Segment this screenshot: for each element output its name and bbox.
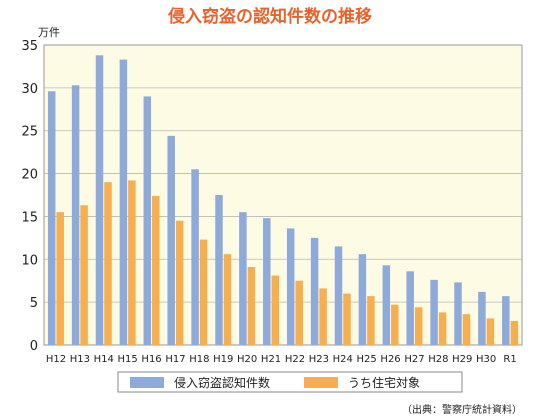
bar-residential: [319, 288, 327, 345]
bar-residential: [462, 314, 471, 345]
bar-residential: [199, 239, 208, 345]
bar-residential: [56, 212, 64, 345]
bar-reports: [119, 59, 128, 345]
bar-reports: [47, 91, 56, 346]
bar-residential: [247, 267, 256, 345]
bar-residential: [438, 312, 447, 345]
x-tick-labels: H12 H13 H14 H15 H16 H17 H18 H19 H20 H21 H22 H23 H24 H…: [46, 354, 517, 365]
bar-reports: [382, 265, 391, 345]
y-tick-labels: 0 5 10 15 20 25 30 35: [21, 39, 38, 354]
bar-reports: [358, 254, 367, 345]
bar-residential: [486, 318, 495, 345]
x-tick-label: H19: [213, 354, 233, 365]
bar-reports: [215, 195, 223, 345]
x-tick-label: H17: [165, 354, 185, 365]
bar-reports: [310, 237, 319, 345]
x-tick-label: H27: [404, 354, 424, 365]
bar-residential: [295, 280, 303, 345]
x-tick-label: H22: [285, 354, 305, 365]
x-tick-label: H13: [70, 354, 90, 365]
y-tick-label: 0: [30, 339, 38, 354]
y-tick-label: 10: [21, 253, 38, 268]
legend-swatch-reports: [130, 377, 164, 388]
x-tick-label: H14: [94, 354, 114, 365]
bar-reports: [143, 96, 152, 345]
x-tick-label: H16: [141, 354, 161, 365]
x-tick-label: H18: [189, 354, 209, 365]
bars: [47, 55, 519, 346]
x-tick-label: H24: [333, 354, 353, 365]
bar-residential: [271, 275, 280, 345]
bar-reports: [71, 85, 80, 346]
bar-residential: [391, 304, 399, 345]
bar-residential: [510, 321, 519, 345]
bar-reports: [263, 218, 271, 345]
plot-area: [43, 44, 523, 346]
bar-residential: [80, 205, 88, 345]
y-tick-label: 25: [21, 125, 38, 140]
bar-reports: [478, 291, 486, 345]
bar-residential: [175, 220, 184, 345]
bar-reports: [286, 228, 295, 345]
x-tick-label: H28: [428, 354, 448, 365]
x-tick-label: H25: [357, 354, 377, 365]
bar-residential: [128, 180, 136, 345]
bar-residential: [223, 254, 232, 345]
x-tick-label: H20: [237, 354, 257, 365]
x-tick-label: H12: [46, 354, 66, 365]
bar-reports: [454, 282, 462, 345]
legend-label-reports: 侵入窃盗認知件数: [174, 375, 270, 390]
bar-residential: [343, 293, 351, 345]
bar-reports: [334, 246, 343, 345]
y-tick-label: 35: [21, 39, 38, 54]
y-tick-label: 20: [21, 168, 38, 183]
bar-reports: [191, 169, 199, 345]
x-tick-label: H26: [380, 354, 400, 365]
legend: 侵入窃盗認知件数 うち住宅対象: [117, 371, 463, 393]
bar-reports: [406, 271, 414, 345]
x-tick-label: H21: [261, 354, 281, 365]
chart-title: 侵入窃盗の認知件数の推移: [167, 6, 372, 27]
bar-reports: [430, 279, 438, 345]
bar-reports: [95, 55, 104, 346]
bar-reports: [239, 212, 247, 345]
x-tick-label: H15: [118, 354, 138, 365]
y-tick-label: 5: [30, 296, 38, 311]
bar-residential: [152, 195, 160, 345]
x-tick-label: H30: [476, 354, 496, 365]
y-tick-label: 30: [21, 82, 38, 97]
x-tick-label: H23: [309, 354, 329, 365]
y-tick-label: 15: [21, 210, 38, 225]
bar-residential: [104, 182, 112, 345]
bar-residential: [414, 307, 423, 345]
source-note: （出典：警察庁統計資料）: [402, 403, 522, 416]
bar-reports: [167, 135, 175, 345]
legend-label-residential: うち住宅対象: [348, 375, 420, 390]
bar-residential: [367, 296, 375, 345]
y-axis-unit: 万件: [38, 26, 60, 39]
bar-reports: [502, 296, 510, 345]
x-tick-label: H29: [452, 354, 472, 365]
legend-frame: [117, 371, 463, 393]
legend-swatch-residential: [304, 377, 338, 388]
x-tick-label: R1: [503, 354, 516, 365]
